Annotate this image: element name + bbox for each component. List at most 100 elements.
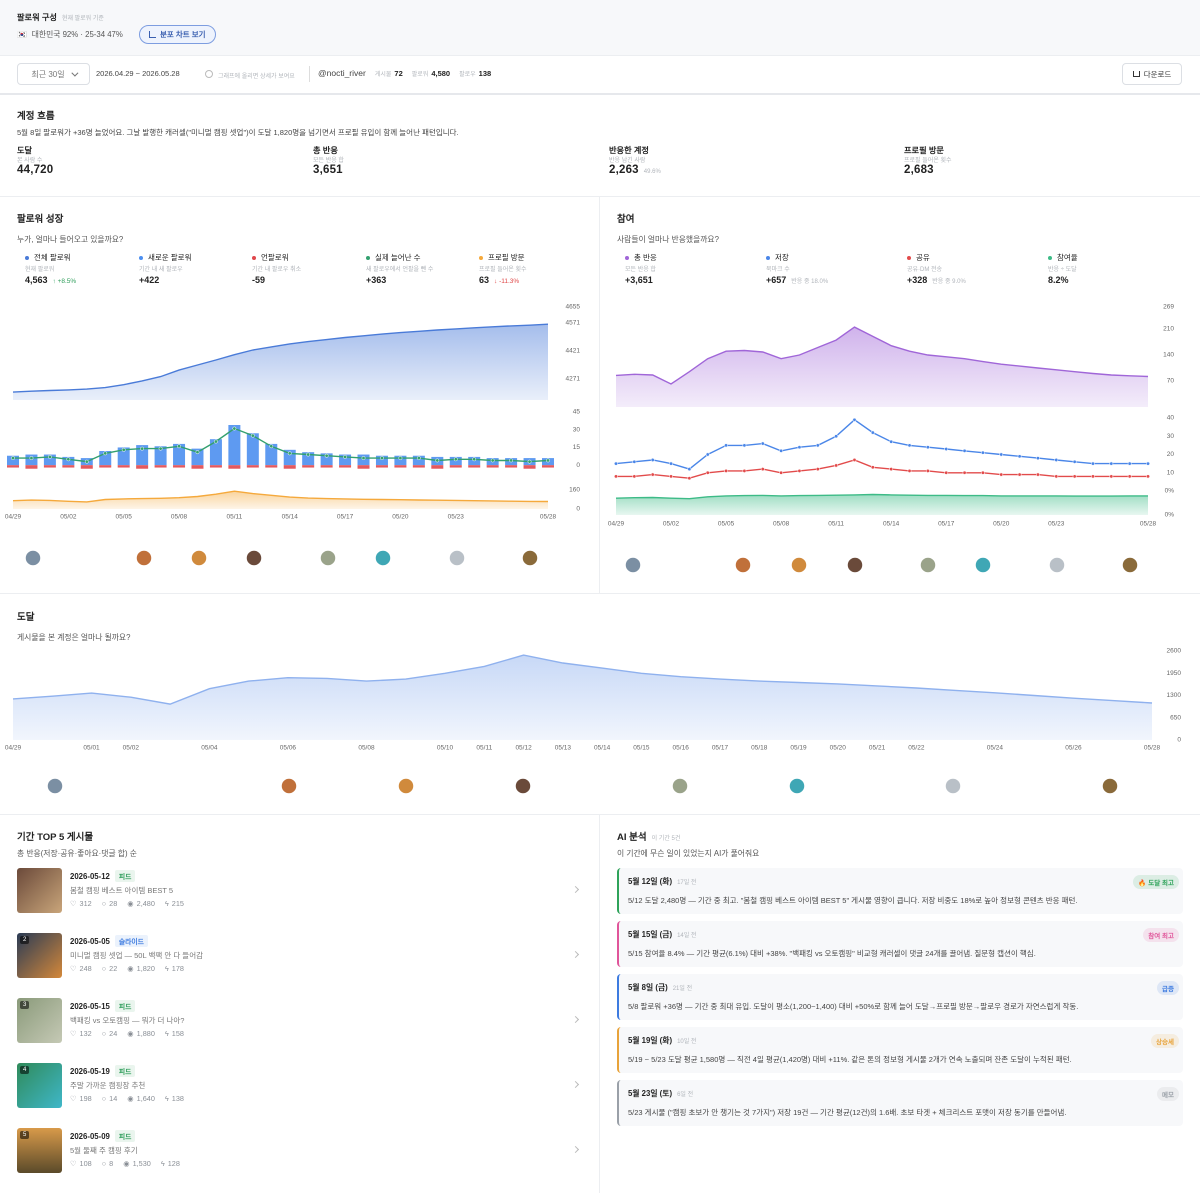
insight-date: 5월 8일 (금) (628, 983, 668, 992)
x-tick-label: 05/14 (883, 521, 900, 528)
y-tick-label: 140 (1163, 352, 1174, 359)
legend-item: 프로필 방문 (479, 252, 525, 263)
legend-name: 전체 팔로워 (34, 253, 71, 262)
bar (320, 453, 333, 466)
post-thumbnail (919, 556, 937, 574)
insight-card (617, 921, 1183, 967)
post-thumbnail (280, 777, 298, 795)
post-date: 2026-05-12 (70, 872, 110, 881)
marker (760, 441, 765, 446)
bar (7, 455, 19, 466)
marker (980, 450, 985, 455)
insight-text: 5/19 ~ 5/23 도달 평균 1,580명 — 직전 4일 평균(1,42… (628, 1055, 1072, 1064)
divider (0, 814, 1200, 815)
count-label: 팔로우 (459, 72, 476, 78)
x-tick-label: 05/17 (337, 514, 354, 521)
bar (505, 465, 518, 468)
y-tick-label: 70 (1167, 378, 1175, 385)
marker (889, 439, 894, 444)
y-tick-label: 269 (1163, 304, 1174, 311)
section-subtitle: 총 반응(저장·공유·좋아요·댓글 합) 순 (17, 849, 137, 858)
bar (265, 443, 278, 466)
period-label: 최근 30일 (31, 69, 65, 79)
post-thumbnail (790, 556, 808, 574)
stat-value-row: 2,263 49.6% (609, 164, 661, 176)
marker (962, 448, 967, 453)
bar (302, 452, 315, 466)
stat-value-row: +657 반응 중 18.0% (766, 275, 828, 285)
legend-name: 언팔로워 (261, 253, 289, 262)
post-shares: 215 (165, 899, 184, 908)
line (616, 459, 1148, 479)
stat-value: 4,563 (25, 275, 48, 285)
stat-label: 도달 (17, 146, 33, 155)
x-tick-label: 05/24 (987, 745, 1004, 752)
bar (117, 447, 130, 466)
insight-date-row: 5월 15일 (금) 14일 전 (628, 929, 696, 940)
marker (287, 451, 292, 456)
marker (779, 448, 784, 453)
insight-ago: 17일 전 (677, 880, 697, 886)
post-thumbnail (374, 549, 392, 567)
legend-name: 공유 (916, 253, 930, 262)
download-icon (1132, 71, 1140, 77)
x-tick-label: 05/08 (171, 514, 188, 521)
post-thumbnail (671, 777, 689, 795)
stat-caption: 프로필 들어온 횟수 (479, 267, 527, 273)
marker (1072, 459, 1077, 464)
marker (724, 443, 729, 448)
x-tick-label: 05/12 (515, 745, 532, 752)
area (13, 491, 548, 509)
post-likes: 132 (70, 1029, 92, 1038)
marker (760, 467, 765, 472)
x-tick-label: 05/02 (663, 521, 680, 528)
y-tick-label: 10 (1167, 469, 1175, 476)
post-thumbnail (788, 777, 806, 795)
marker (1146, 474, 1150, 479)
bar (542, 465, 554, 468)
bar (228, 425, 241, 466)
y-tick-label: 1300 (1167, 692, 1182, 699)
legend-dot (1048, 255, 1052, 260)
insight-date-row: 5월 12일 (화) 17일 전 (628, 876, 696, 887)
divider (309, 66, 310, 82)
distribution-button[interactable]: 분포 차트 보기 (139, 25, 216, 44)
marker (907, 443, 912, 448)
bar (246, 433, 259, 466)
stat-value: +363 (366, 275, 387, 285)
bar (136, 465, 149, 469)
marker (797, 468, 802, 473)
marker (140, 446, 145, 451)
post-comments: 24 (102, 1029, 117, 1038)
download-label: 다운로드 (1143, 69, 1172, 79)
post-thumbnail: 4 (17, 1063, 62, 1108)
y-tick-label: 40 (1167, 415, 1175, 422)
bar (394, 455, 407, 466)
count-label: 게시물 (374, 72, 392, 78)
x-tick-label: 04/29 (5, 514, 22, 521)
bar (246, 465, 259, 468)
post-thumbnail (190, 549, 208, 567)
post-title: 5월 둘째 주 캠핑 후기 (70, 1146, 138, 1155)
legend-item: 총 반응 (625, 252, 657, 263)
line (615, 418, 1148, 470)
marker (306, 452, 311, 457)
marker (1109, 461, 1114, 466)
post-title: 주말 가까운 캠핑장 추천 (70, 1081, 146, 1090)
marker (1054, 474, 1059, 479)
stat-note: 반응 중 9.0% (932, 279, 966, 285)
post-date: 2026-05-15 (70, 1002, 110, 1011)
line (12, 654, 1153, 705)
marker (999, 452, 1004, 457)
period-select[interactable]: 최근 30일 (17, 63, 90, 85)
x-tick-label: 05/11 (828, 521, 844, 528)
post-metrics: 312 28 2,480 215 (70, 899, 184, 908)
line (615, 326, 1149, 385)
marker (669, 461, 673, 466)
bar (154, 446, 167, 466)
download-button[interactable]: 다운로드 (1122, 63, 1182, 85)
bar (173, 443, 186, 466)
x-tick-label: 05/17 (938, 521, 955, 528)
section-title: 계정 흐름 (17, 111, 55, 122)
marker (1091, 474, 1095, 479)
